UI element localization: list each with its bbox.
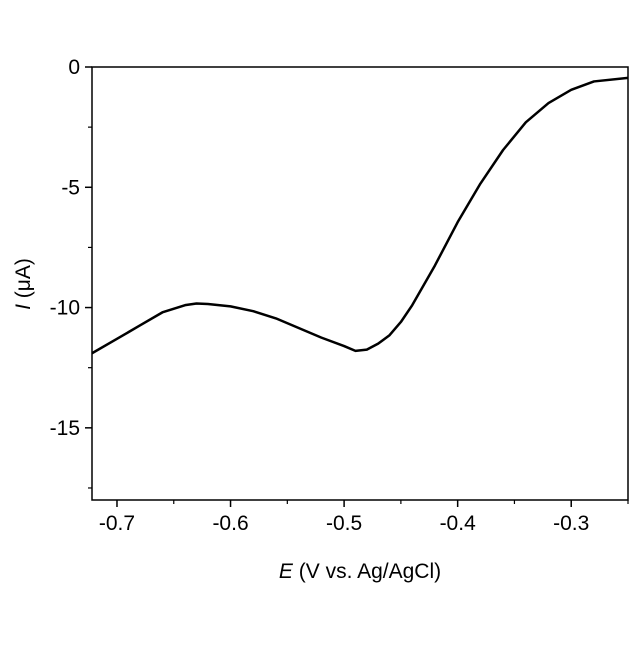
y-axis-label: I (μA) bbox=[12, 258, 35, 310]
y-label-unit: (μA) bbox=[12, 258, 35, 298]
y-label-symbol: I bbox=[12, 304, 35, 310]
x-axis-label: E (V vs. Ag/AgCl) bbox=[279, 560, 441, 583]
plot-frame bbox=[92, 67, 628, 500]
x-tick-label: -0.7 bbox=[99, 512, 135, 535]
y-tick-label: -15 bbox=[50, 417, 80, 440]
y-tick-label: -5 bbox=[61, 176, 80, 199]
x-tick-label: -0.4 bbox=[440, 512, 477, 535]
y-tick-label: 0 bbox=[68, 56, 80, 79]
data-line bbox=[92, 78, 628, 353]
x-label-unit: (V vs. Ag/AgCl) bbox=[299, 560, 441, 583]
x-tick-label: -0.6 bbox=[212, 512, 248, 535]
x-tick-label: -0.3 bbox=[553, 512, 589, 535]
y-tick-label: -10 bbox=[50, 297, 80, 320]
x-tick-label: -0.5 bbox=[326, 512, 362, 535]
x-label-symbol: E bbox=[279, 560, 294, 583]
chart: E (V vs. Ag/AgCl) I (μA) -0.7 -0.6 -0.5 -0.… bbox=[0, 0, 640, 640]
